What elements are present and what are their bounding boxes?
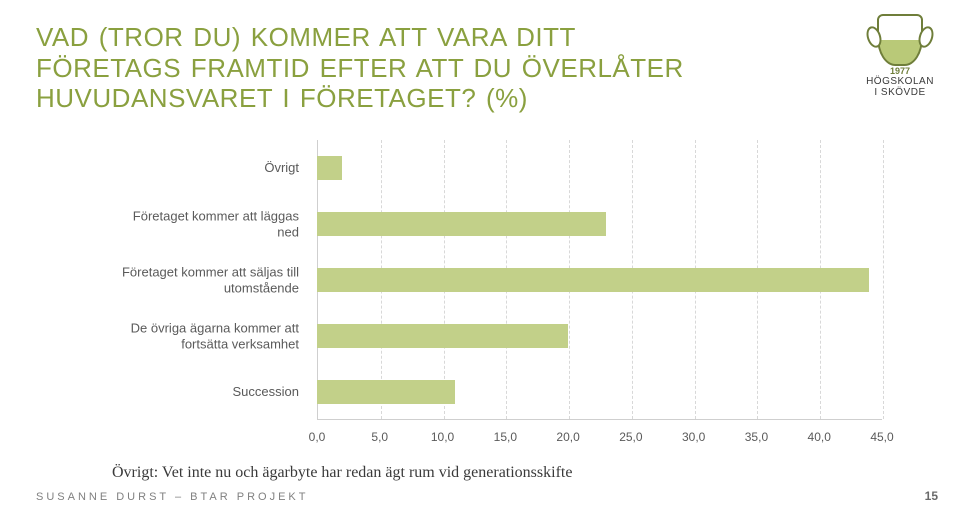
title-line: VAD (TROR DU) KOMMER ATT VARA DITT <box>36 22 576 52</box>
footer-text: SUSANNE DURST – BTAR PROJEKT <box>36 491 308 503</box>
chart-x-tick: 10,0 <box>431 430 454 444</box>
chart-row: Företaget kommer att läggas ned <box>112 196 882 252</box>
chart-x-tick: 15,0 <box>494 430 517 444</box>
logo-line2: I SKÖVDE <box>860 87 940 98</box>
chart-x-tick: 5,0 <box>371 430 388 444</box>
chart-category-label: De övriga ägarna kommer att fortsätta ve… <box>112 320 307 351</box>
chart-x-tick: 40,0 <box>808 430 831 444</box>
page-title: VAD (TROR DU) KOMMER ATT VARA DITTFÖRETA… <box>36 22 924 114</box>
chart-x-tick: 45,0 <box>870 430 893 444</box>
chart-bar <box>317 380 455 404</box>
logo: 1977 HÖGSKOLAN I SKÖVDE <box>860 14 940 98</box>
chart-row: Företaget kommer att säljas till utomstå… <box>112 252 882 308</box>
chart-x-tick: 0,0 <box>309 430 326 444</box>
chart-row: De övriga ägarna kommer att fortsätta ve… <box>112 308 882 364</box>
chart-category-label: Övrigt <box>112 160 307 176</box>
chart-x-tick: 20,0 <box>556 430 579 444</box>
chart-category-label: Succession <box>112 384 307 400</box>
title-line: HUVUDANSVARET I FÖRETAGET? (%) <box>36 83 528 113</box>
chart-row: Övrigt <box>112 140 882 196</box>
chart-x-labels: 0,05,010,015,020,025,030,035,040,045,0 <box>317 426 882 450</box>
chart-bar <box>317 268 869 292</box>
chart-bar <box>317 156 342 180</box>
bar-chart: 0,05,010,015,020,025,030,035,040,045,0 Ö… <box>112 140 882 450</box>
chart-category-label: Företaget kommer att säljas till utomstå… <box>112 264 307 295</box>
chart-x-tick: 25,0 <box>619 430 642 444</box>
crest-icon <box>877 14 923 66</box>
chart-gridline <box>883 140 884 419</box>
page-number: 15 <box>925 489 938 503</box>
logo-year: 1977 <box>860 66 940 76</box>
note-text: Övrigt: Vet inte nu och ägarbyte har red… <box>112 464 924 482</box>
title-line: FÖRETAGS FRAMTID EFTER ATT DU ÖVERLÅTER <box>36 53 684 83</box>
chart-bar <box>317 324 568 348</box>
chart-x-tick: 30,0 <box>682 430 705 444</box>
chart-bar <box>317 212 606 236</box>
chart-row: Succession <box>112 364 882 420</box>
chart-category-label: Företaget kommer att läggas ned <box>112 208 307 239</box>
chart-x-tick: 35,0 <box>745 430 768 444</box>
logo-line1: HÖGSKOLAN <box>860 76 940 87</box>
